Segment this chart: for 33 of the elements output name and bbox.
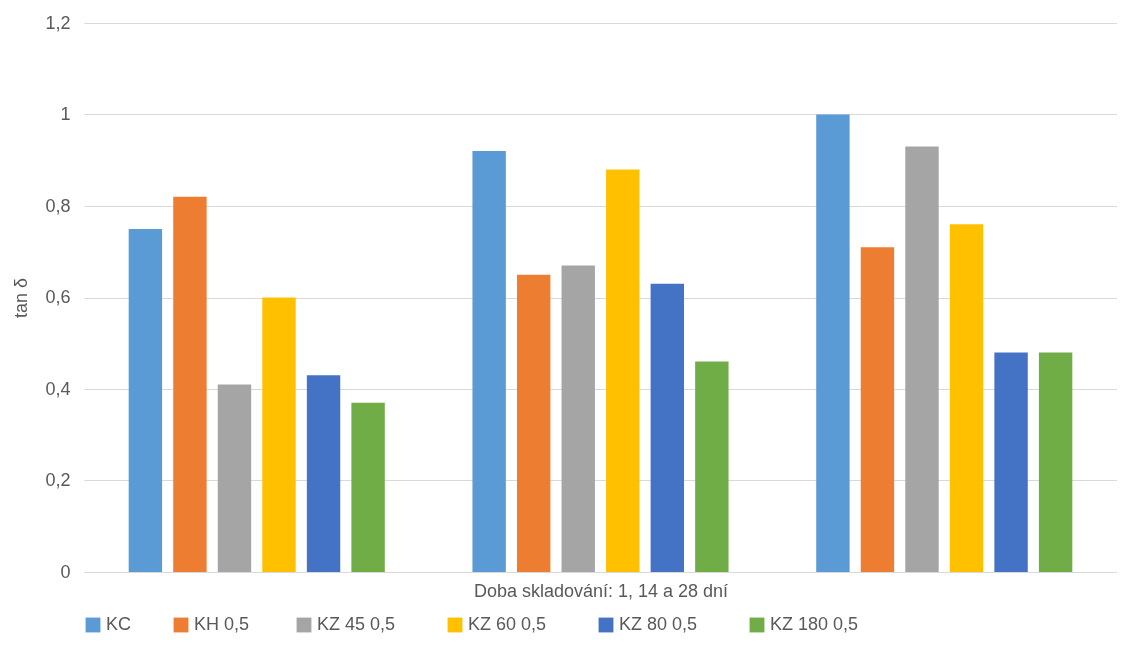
legend-label: KZ 60 0,5	[468, 614, 547, 634]
y-tick-label: 0,8	[45, 195, 71, 216]
legend-label: KH 0,5	[194, 614, 250, 634]
y-tick-label: 0,6	[45, 287, 71, 307]
bar	[860, 247, 895, 572]
y-tick-label: 0,2	[45, 470, 71, 490]
y-tick-label: 0	[60, 561, 71, 582]
bar	[306, 375, 341, 572]
bar	[905, 146, 939, 572]
bar	[561, 265, 595, 572]
y-tick-label: 1	[60, 104, 71, 124]
bar	[949, 224, 984, 572]
bar	[472, 151, 506, 572]
bar	[351, 402, 385, 572]
bar	[173, 196, 207, 572]
bar	[606, 169, 640, 572]
legend-label: KZ 80 0,5	[619, 614, 698, 634]
y-tick-label: 0,4	[45, 378, 71, 399]
legend-label: KZ 45 0,5	[317, 614, 396, 634]
bar	[516, 274, 551, 572]
legend-label: KZ 180 0,5	[770, 614, 859, 634]
bar	[217, 384, 252, 572]
bar	[816, 114, 850, 572]
bar	[1038, 352, 1073, 572]
bar	[128, 228, 163, 572]
y-tick-label: 1,2	[45, 12, 71, 33]
y-axis-title: tan δ	[11, 277, 32, 319]
bar	[695, 361, 729, 572]
bar	[994, 352, 1028, 572]
x-axis-title: Doba skladování: 1, 14 a 28 dní	[473, 580, 729, 601]
legend-label: KC	[106, 614, 132, 634]
bar	[262, 297, 296, 572]
bar	[650, 283, 685, 572]
